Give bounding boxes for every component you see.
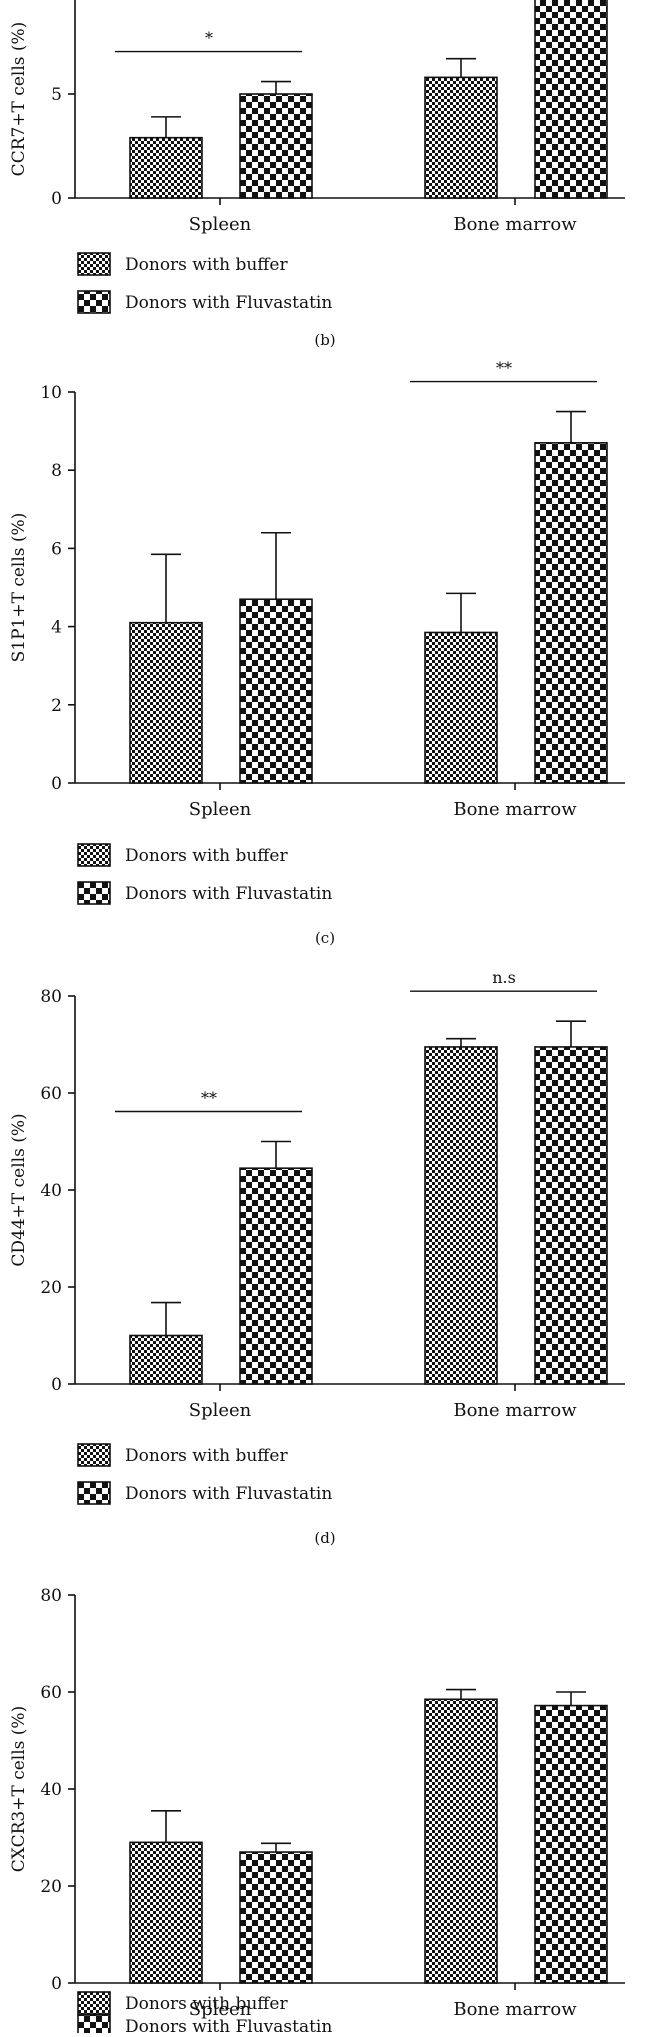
legend-label: Donors with Fluvastatin [125, 293, 332, 313]
bar-fluvastatin [239, 598, 313, 784]
significance-label: ** [201, 1089, 217, 1108]
y-tick-label: 0 [51, 189, 62, 209]
y-tick-label: 20 [40, 1877, 62, 1897]
panel-label: (c) [315, 929, 335, 947]
bar-buffer [424, 1698, 498, 1984]
significance-label: n.s [492, 968, 516, 987]
legend-label: Donors with Fluvastatin [125, 1484, 332, 1504]
bar-fluvastatin [534, 0, 608, 199]
y-axis-label: CD44+T cells (%) [9, 1113, 29, 1266]
bar-buffer [424, 1046, 498, 1385]
y-tick-label: 80 [40, 987, 62, 1007]
legend-swatch-fluvastatin [77, 1481, 111, 1505]
bar-fluvastatin [239, 93, 313, 199]
legend-label: Donors with Fluvastatin [125, 884, 332, 904]
bar-fluvastatin [534, 442, 608, 784]
y-tick-label: 6 [51, 539, 62, 559]
bars [129, 1020, 608, 1385]
legend-swatch-fluvastatin [77, 2014, 111, 2037]
bars [129, 0, 608, 199]
category-label: Spleen [189, 1400, 252, 1421]
legend-swatch-buffer [77, 1991, 111, 2015]
y-tick-label: 20 [40, 1278, 62, 1298]
legend-swatch-buffer [77, 843, 111, 867]
significance-label: ** [496, 359, 512, 378]
legend-label: Donors with Fluvastatin [125, 2017, 332, 2033]
panel-label: (b) [314, 331, 335, 349]
legend-swatch-fluvastatin [77, 881, 111, 905]
bar-fluvastatin [534, 1046, 608, 1385]
y-tick-label: 60 [40, 1683, 62, 1703]
category-label: Spleen [189, 799, 252, 820]
bar-fluvastatin [239, 1851, 313, 1984]
y-tick-label: 40 [40, 1181, 62, 1201]
category-label: Bone marrow [453, 1400, 577, 1421]
legend-swatch-buffer [77, 252, 111, 276]
y-axis-label: S1P1+T cells (%) [9, 513, 29, 663]
legend-label: Donors with buffer [125, 255, 288, 275]
category-label: Bone marrow [453, 1999, 577, 2020]
bar-buffer [129, 1334, 203, 1385]
y-tick-label: 5 [51, 85, 62, 105]
legend-label: Donors with buffer [125, 1994, 288, 2014]
y-tick-label: 40 [40, 1780, 62, 1800]
bar-buffer [424, 631, 498, 784]
bar-buffer [129, 136, 203, 199]
bar-fluvastatin [239, 1167, 313, 1385]
legend-swatch-buffer [77, 1443, 111, 1467]
chart-d: 0 20 40 60 80 Spleen Bone marrow CD44+T cells (… [9, 968, 625, 1547]
category-label: Spleen [189, 214, 252, 235]
y-axis-label: CCR7+T cells (%) [9, 22, 29, 177]
legend-label: Donors with buffer [125, 846, 288, 866]
y-tick-label: 0 [51, 1375, 62, 1395]
bar-buffer [129, 1841, 203, 1984]
legend-swatch-fluvastatin [77, 290, 111, 314]
bar-buffer [129, 621, 203, 784]
category-label: Spleen [189, 1999, 252, 2020]
y-tick-label: 60 [40, 1084, 62, 1104]
bars [129, 410, 608, 784]
y-tick-label: 0 [51, 1974, 62, 1994]
legend-label: Donors with buffer [125, 1446, 288, 1466]
y-tick-label: 8 [51, 461, 62, 481]
bar-fluvastatin [534, 1704, 608, 1984]
bars [129, 1688, 608, 1984]
chart-c: 0 2 4 6 8 10 Spleen Bone marrow S1P1+T cells (%)… [9, 359, 625, 947]
y-tick-label: 0 [51, 774, 62, 794]
chart-e: 0 20 40 60 80 Spleen Bone marrow CXCR3+T cells … [9, 1586, 625, 2037]
significance-label: * [205, 29, 213, 48]
bar-buffer [424, 76, 498, 199]
category-label: Bone marrow [453, 214, 577, 235]
y-axis-label: CXCR3+T cells (%) [9, 1706, 29, 1872]
chart-b: 0 5 Spleen Bone marrow CCR7+T cells (%) * Dono… [9, 0, 625, 349]
y-tick-label: 2 [51, 696, 62, 716]
y-tick-label: 80 [40, 1586, 62, 1606]
category-label: Bone marrow [453, 799, 577, 820]
y-tick-label: 4 [51, 618, 62, 638]
panel-label: (d) [314, 1529, 335, 1547]
y-tick-label: 10 [40, 383, 62, 403]
